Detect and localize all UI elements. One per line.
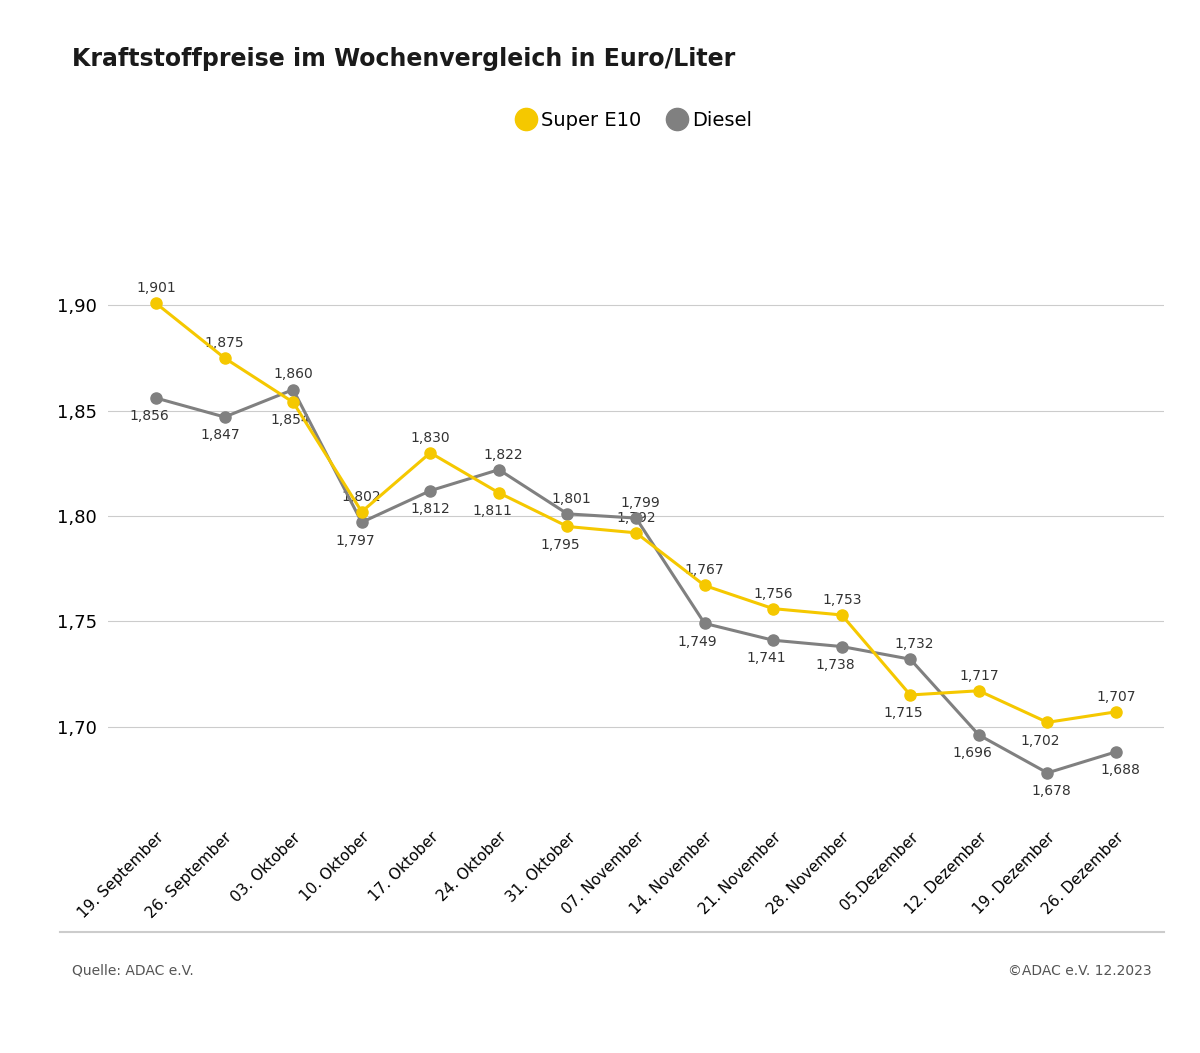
Super E10: [904, 689, 918, 701]
Text: Quelle: ADAC e.V.: Quelle: ADAC e.V.: [72, 963, 193, 977]
Text: 1,822: 1,822: [484, 448, 523, 461]
Super E10: [286, 396, 300, 409]
Text: 1,696: 1,696: [952, 747, 992, 760]
Text: 1,753: 1,753: [822, 593, 862, 607]
Text: 1,749: 1,749: [678, 635, 718, 649]
Text: 1,875: 1,875: [205, 336, 245, 350]
Super E10: [354, 505, 368, 518]
Super E10: [217, 352, 232, 364]
Text: 1,854: 1,854: [270, 414, 310, 428]
Diesel: [972, 729, 986, 741]
Super E10: [766, 602, 780, 615]
Text: 1,741: 1,741: [746, 652, 786, 665]
Diesel: [766, 634, 780, 647]
Text: 1,801: 1,801: [552, 492, 592, 505]
Text: 1,732: 1,732: [895, 637, 935, 651]
Diesel: [1040, 767, 1055, 779]
Diesel: [697, 617, 712, 630]
Text: 1,811: 1,811: [472, 504, 512, 518]
Diesel: [834, 640, 848, 653]
Text: 1,715: 1,715: [883, 707, 923, 720]
Text: 1,860: 1,860: [274, 367, 313, 381]
Text: 1,767: 1,767: [685, 563, 725, 577]
Diesel: [560, 508, 575, 520]
Text: Kraftstoffpreise im Wochenvergleich in Euro/Liter: Kraftstoffpreise im Wochenvergleich in E…: [72, 47, 736, 72]
Text: 1,795: 1,795: [541, 538, 581, 552]
Super E10: [834, 609, 848, 621]
Text: 1,792: 1,792: [616, 511, 656, 524]
Text: 1,847: 1,847: [200, 429, 240, 442]
Text: 1,797: 1,797: [335, 534, 374, 548]
Diesel: [217, 411, 232, 423]
Legend: Super E10, Diesel: Super E10, Diesel: [512, 103, 760, 138]
Super E10: [972, 684, 986, 697]
Text: 1,688: 1,688: [1100, 763, 1140, 777]
Diesel: [286, 383, 300, 396]
Text: 1,702: 1,702: [1021, 734, 1061, 748]
Super E10: [492, 486, 506, 499]
Text: ©ADAC e.V. 12.2023: ©ADAC e.V. 12.2023: [1008, 963, 1152, 977]
Super E10: [1109, 706, 1123, 718]
Diesel: [149, 392, 163, 404]
Text: 1,856: 1,856: [130, 410, 169, 423]
Diesel: [1109, 746, 1123, 758]
Diesel: [424, 484, 438, 497]
Text: 1,678: 1,678: [1032, 784, 1072, 798]
Super E10: [149, 297, 163, 310]
Diesel: [904, 653, 918, 665]
Text: 1,901: 1,901: [136, 281, 176, 295]
Line: Super E10: Super E10: [150, 298, 1122, 728]
Super E10: [1040, 716, 1055, 729]
Text: 1,799: 1,799: [620, 496, 660, 510]
Text: 1,738: 1,738: [815, 658, 854, 672]
Line: Diesel: Diesel: [150, 384, 1122, 778]
Super E10: [697, 579, 712, 592]
Diesel: [492, 463, 506, 476]
Text: 1,756: 1,756: [754, 587, 793, 600]
Super E10: [629, 526, 643, 539]
Super E10: [560, 520, 575, 533]
Text: 1,812: 1,812: [410, 502, 450, 516]
Text: 1,707: 1,707: [1097, 690, 1135, 703]
Text: 1,802: 1,802: [342, 490, 382, 503]
Super E10: [424, 446, 438, 459]
Text: 1,830: 1,830: [410, 431, 450, 444]
Diesel: [629, 512, 643, 524]
Diesel: [354, 516, 368, 529]
Text: 1,717: 1,717: [959, 669, 998, 682]
